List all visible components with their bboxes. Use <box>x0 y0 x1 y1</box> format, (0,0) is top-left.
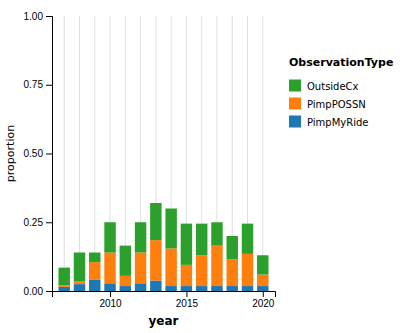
bar <box>58 268 69 286</box>
bar <box>242 224 253 254</box>
x-tick: 2015 <box>176 291 199 309</box>
y-tick-label: 1.00 <box>24 11 44 22</box>
bar <box>135 222 146 252</box>
bar <box>74 253 85 282</box>
y-tick-mark <box>46 291 52 292</box>
x-tick-label: 2010 <box>99 298 122 309</box>
y-tick-mark <box>46 222 52 223</box>
bar <box>150 203 161 240</box>
y-axis: 0.00 0.25 0.50 0.75 1.00 <box>24 11 53 297</box>
bar <box>165 209 176 249</box>
bar <box>227 259 238 286</box>
bar <box>150 281 161 291</box>
x-tick-label: 2015 <box>176 298 199 309</box>
y-tick: 0.75 <box>24 79 52 90</box>
y-tick: 0.00 <box>24 286 52 297</box>
bar <box>104 283 115 291</box>
bar <box>242 286 253 291</box>
y-tick: 1.00 <box>24 11 52 22</box>
y-tick-mark <box>46 154 52 155</box>
y-tick: 0.50 <box>24 148 52 159</box>
legend-label: OutsideCx <box>307 81 359 92</box>
legend-item: PimpMyRide <box>289 116 368 128</box>
bar <box>181 224 192 265</box>
x-tick-mark <box>110 291 111 297</box>
bar <box>211 222 222 245</box>
y-tick-label: 0.25 <box>24 217 44 228</box>
bar <box>120 286 131 291</box>
chart: 2010 2015 2020 0.00 0.25 0.50 0.75 1.00 year prop… <box>0 0 400 333</box>
bar <box>89 262 100 279</box>
bar <box>135 253 146 284</box>
grid-line <box>79 16 80 291</box>
y-tick-label: 0.75 <box>24 79 44 90</box>
bar <box>89 279 100 291</box>
grid-line <box>64 16 65 291</box>
bar <box>227 236 238 259</box>
x-tick-mark <box>186 291 187 297</box>
bar <box>257 275 268 287</box>
grid-line <box>94 16 95 291</box>
bar <box>74 281 85 284</box>
bar <box>165 286 176 291</box>
grid-line <box>262 16 263 291</box>
bar <box>104 222 115 252</box>
bar <box>120 246 131 276</box>
y-tick-label: 0.50 <box>24 148 44 159</box>
legend-label: PimpPOSSN <box>307 99 366 110</box>
legend-swatch <box>289 116 301 128</box>
y-axis-line <box>46 17 53 292</box>
legend-item: PimpPOSSN <box>289 98 366 110</box>
x-tick-label: 2020 <box>252 298 275 309</box>
x-tick: 2020 <box>252 291 275 309</box>
bar <box>242 254 253 286</box>
bar <box>211 286 222 291</box>
x-axis-title: year <box>149 314 179 328</box>
bar <box>211 246 222 286</box>
bar <box>257 255 268 274</box>
y-tick-mark <box>46 16 52 17</box>
legend-label: PimpMyRide <box>307 117 368 128</box>
bar <box>120 276 131 286</box>
bar <box>181 286 192 291</box>
bar-series <box>58 203 268 286</box>
bar <box>196 255 207 286</box>
bar <box>196 224 207 256</box>
legend-swatch <box>289 98 301 110</box>
bar <box>104 253 115 284</box>
bar <box>165 248 176 286</box>
y-tick-mark <box>46 85 52 86</box>
legend: ObservationType OutsideCx PimpPOSSN PimpMyR… <box>289 56 393 128</box>
bar <box>257 286 268 291</box>
x-tick: 2010 <box>99 291 122 309</box>
legend-title: ObservationType <box>289 56 393 69</box>
x-tick-mark <box>263 291 264 297</box>
x-axis-line <box>53 292 276 298</box>
bar <box>150 240 161 280</box>
legend-swatch <box>289 80 301 92</box>
y-axis-title: proportion <box>4 125 17 182</box>
bar <box>181 265 192 286</box>
bar <box>196 286 207 291</box>
x-axis: 2010 2015 2020 <box>53 291 276 309</box>
grid <box>64 16 263 291</box>
y-tick-label: 0.00 <box>24 286 44 297</box>
legend-item: OutsideCx <box>289 80 359 92</box>
plot: 2010 2015 2020 0.00 0.25 0.50 0.75 1.00 <box>24 11 276 309</box>
y-tick: 0.25 <box>24 217 52 228</box>
bar <box>58 286 69 287</box>
bar <box>89 253 100 263</box>
bar <box>74 284 85 291</box>
bars <box>58 203 268 291</box>
bar <box>135 283 146 291</box>
bar <box>227 286 238 291</box>
bar <box>58 287 69 291</box>
